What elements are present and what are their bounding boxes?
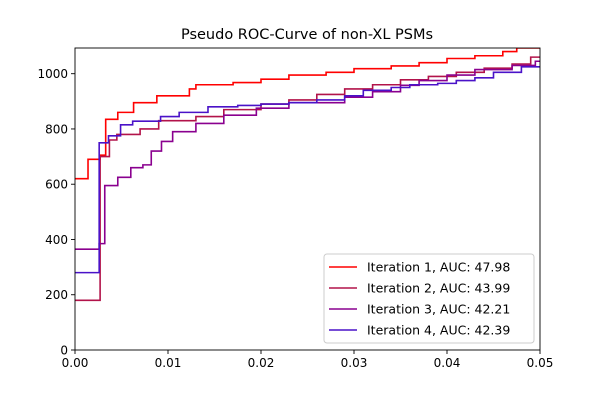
chart-title: Pseudo ROC-Curve of non-XL PSMs <box>181 27 433 43</box>
legend-label-iteration-3: Iteration 3, AUC: 42.21 <box>367 302 510 317</box>
y-tick-label: 0 <box>60 343 68 357</box>
axes-layer: 0.00 0.01 0.02 0.03 0.04 0.05 0 200 400 600 800 100… <box>37 47 554 370</box>
y-tick-label: 400 <box>45 233 68 247</box>
series-layer <box>75 48 540 302</box>
x-tick-label: 0.04 <box>434 356 461 370</box>
legend: Iteration 1, AUC: 47.98 Iteration 2, AUC:… <box>323 253 535 344</box>
legend-label-iteration-2: Iteration 2, AUC: 43.99 <box>367 281 510 296</box>
y-tick-label: 200 <box>45 288 68 302</box>
series-line-iteration-1 <box>75 48 540 180</box>
legend-label-iteration-4: Iteration 4, AUC: 42.39 <box>367 323 510 338</box>
x-tick-label: 0.02 <box>248 356 275 370</box>
x-tick-label: 0.00 <box>62 356 89 370</box>
y-tick-label: 600 <box>45 178 68 192</box>
x-tick-label: 0.05 <box>527 356 554 370</box>
x-tick-label: 0.01 <box>155 356 182 370</box>
x-tick-label: 0.03 <box>341 356 368 370</box>
legend-label-iteration-1: Iteration 1, AUC: 47.98 <box>367 260 510 275</box>
y-tick-label: 800 <box>45 122 68 136</box>
series-line-iteration-4 <box>75 65 540 274</box>
y-tick-label: 1000 <box>37 67 68 81</box>
series-line-iteration-3 <box>75 60 540 250</box>
plot-frame <box>74 47 541 351</box>
legend-box <box>323 253 535 344</box>
